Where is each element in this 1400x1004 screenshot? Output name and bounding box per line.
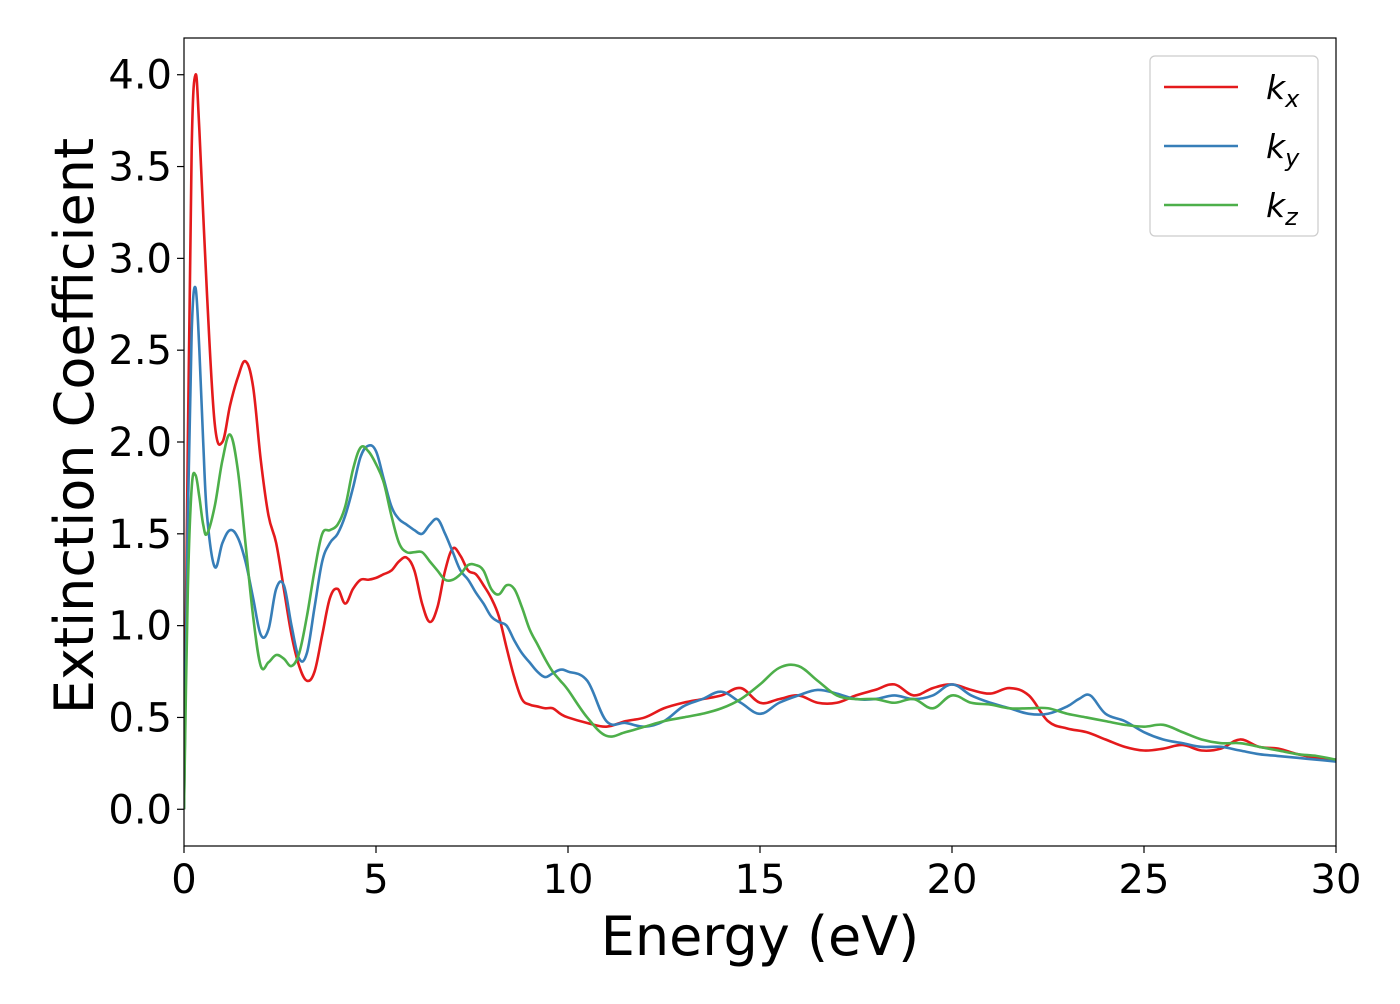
series-layer	[184, 73, 1336, 810]
x-axis-ticks: 0 5 10 15 20 25 30	[171, 846, 1361, 903]
y-tick-label: 3.5	[108, 145, 172, 191]
series-line-y	[184, 285, 1336, 810]
x-tick-label: 15	[735, 857, 786, 903]
y-tick-label: 2.5	[108, 328, 172, 374]
x-tick-label: 30	[1311, 857, 1362, 903]
y-tick-label: 3.0	[108, 236, 172, 282]
y-tick-label: 0.5	[108, 695, 172, 741]
y-tick-label: 2.0	[108, 420, 172, 466]
x-tick-label: 0	[171, 857, 196, 903]
x-axis-label: Energy (eV)	[601, 905, 920, 968]
series-line-x	[184, 73, 1336, 810]
x-tick-label: 5	[363, 857, 388, 903]
y-tick-label: 4.0	[108, 53, 172, 99]
x-tick-label: 20	[927, 857, 978, 903]
y-axis-ticks: 0.0 0.5 1.0 1.5 2.0 2.5 3.0 3.5 4.0	[108, 53, 184, 833]
y-tick-label: 1.0	[108, 604, 172, 650]
y-axis-label: Extinction Coefficient	[43, 138, 106, 714]
x-tick-label: 25	[1119, 857, 1170, 903]
y-tick-label: 1.5	[108, 512, 172, 558]
x-tick-label: 10	[543, 857, 594, 903]
y-tick-label: 0.0	[108, 787, 172, 833]
series-line-z	[184, 433, 1336, 810]
